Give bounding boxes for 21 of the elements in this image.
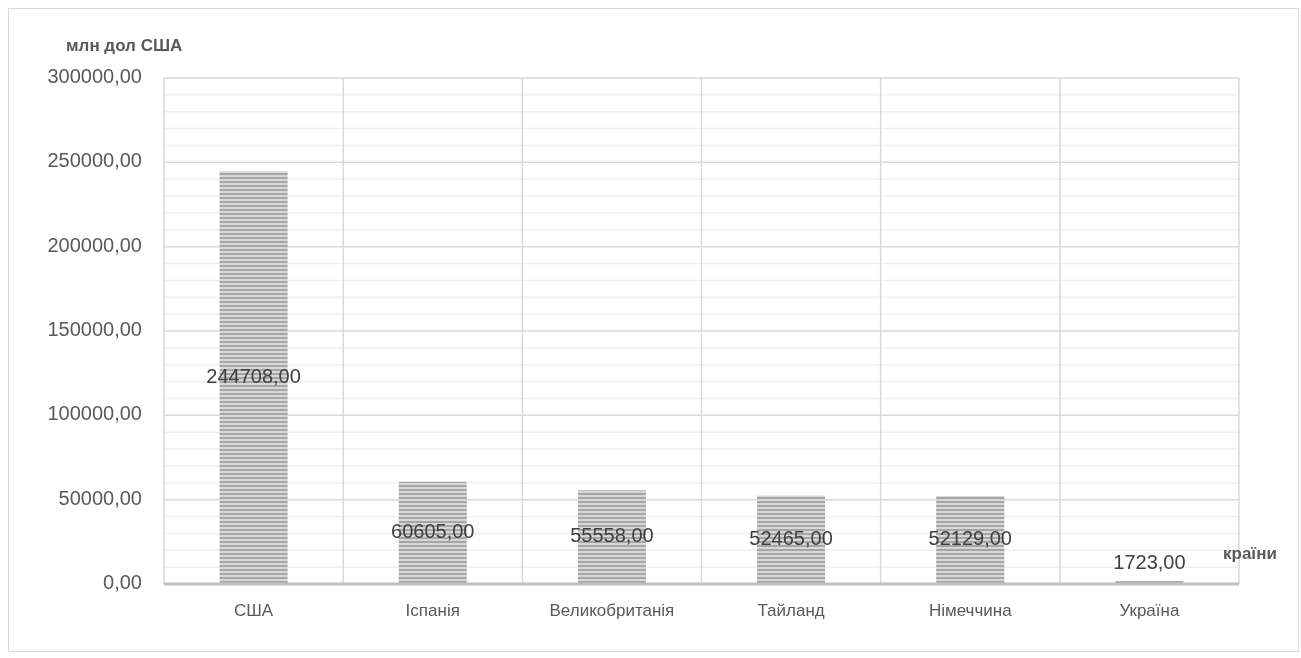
- y-axis-title: млн дол США: [66, 36, 183, 55]
- data-label: 1723,00: [1113, 551, 1186, 574]
- x-tick-label: Тайланд: [757, 601, 825, 621]
- data-label: 60605,00: [391, 520, 475, 543]
- x-tick-label: США: [233, 601, 274, 621]
- y-tick-label: 250000,00: [47, 149, 142, 172]
- x-tick-label: Великобританія: [549, 601, 675, 621]
- data-label: 55558,00: [570, 524, 654, 547]
- data-label: 52465,00: [749, 527, 833, 550]
- y-tick-label: 50000,00: [58, 486, 142, 509]
- y-tick-label: 200000,00: [47, 233, 142, 256]
- y-tick-label: 300000,00: [47, 65, 142, 88]
- x-axis-title: країни: [1223, 544, 1277, 563]
- data-label: 52129,00: [928, 527, 1012, 550]
- y-tick-label: 150000,00: [47, 318, 142, 341]
- x-tick-label: Україна: [1119, 601, 1180, 621]
- y-tick-label: 0,00: [103, 571, 142, 594]
- x-tick-label: Німеччина: [928, 601, 1013, 621]
- y-tick-label: 100000,00: [47, 402, 142, 425]
- data-label: 244708,00: [206, 364, 301, 387]
- x-tick-label: Іспанія: [405, 601, 460, 621]
